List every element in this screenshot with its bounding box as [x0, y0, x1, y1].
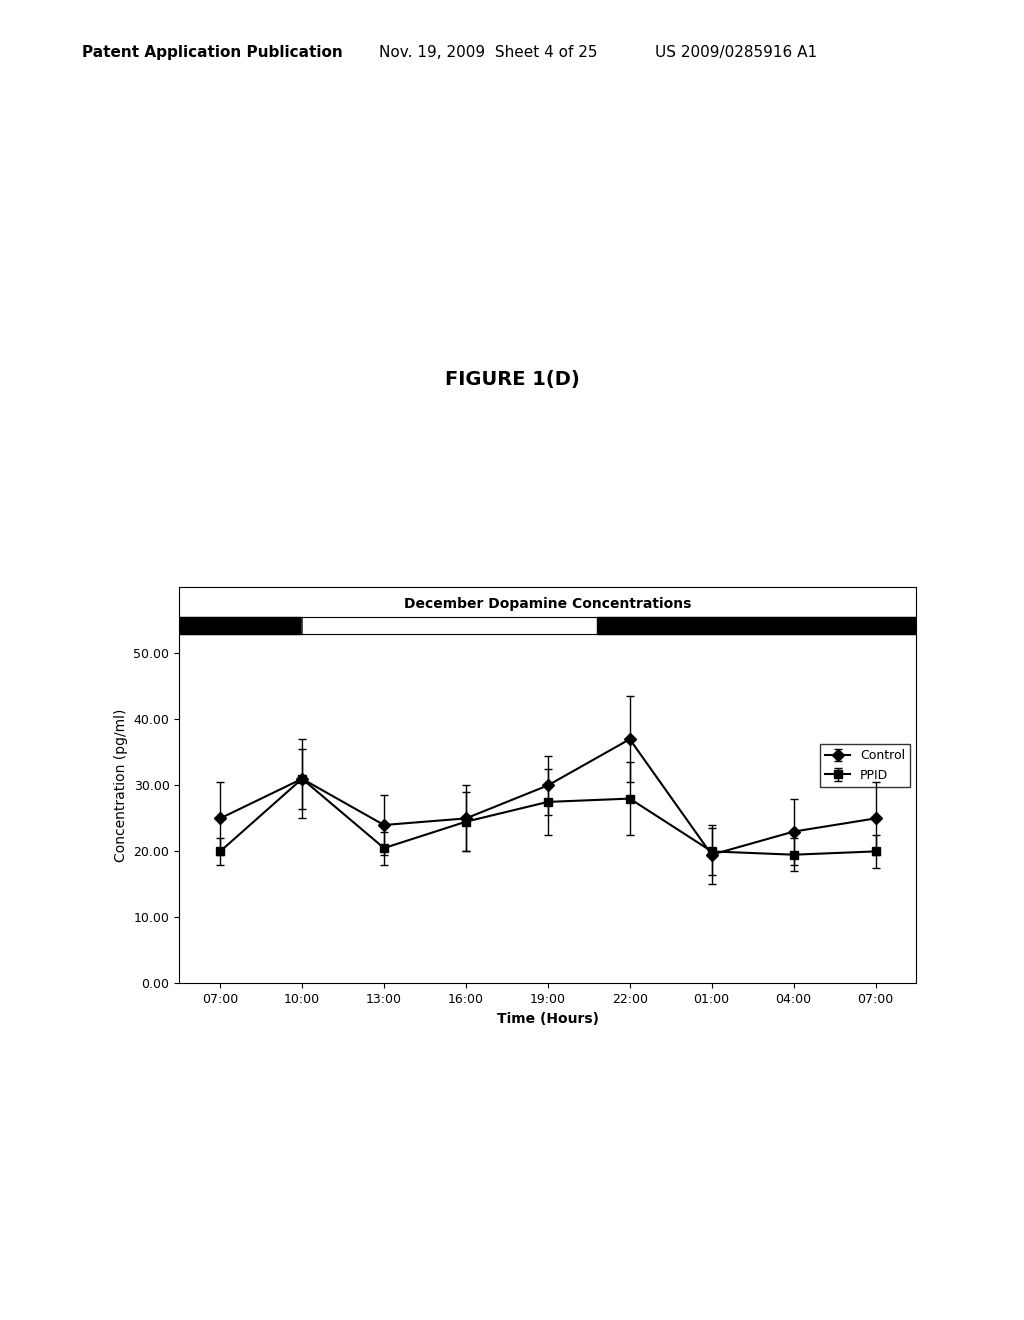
Text: US 2009/0285916 A1: US 2009/0285916 A1 — [655, 45, 817, 59]
Y-axis label: Concentration (pg/ml): Concentration (pg/ml) — [114, 709, 128, 862]
Text: Nov. 19, 2009  Sheet 4 of 25: Nov. 19, 2009 Sheet 4 of 25 — [379, 45, 597, 59]
Text: December Dopamine Concentrations: December Dopamine Concentrations — [404, 597, 691, 611]
Text: Patent Application Publication: Patent Application Publication — [82, 45, 343, 59]
X-axis label: Time (Hours): Time (Hours) — [497, 1011, 599, 1026]
Legend: Control, PPID: Control, PPID — [820, 744, 910, 787]
Text: FIGURE 1(D): FIGURE 1(D) — [444, 370, 580, 388]
Bar — [302, 618, 597, 634]
